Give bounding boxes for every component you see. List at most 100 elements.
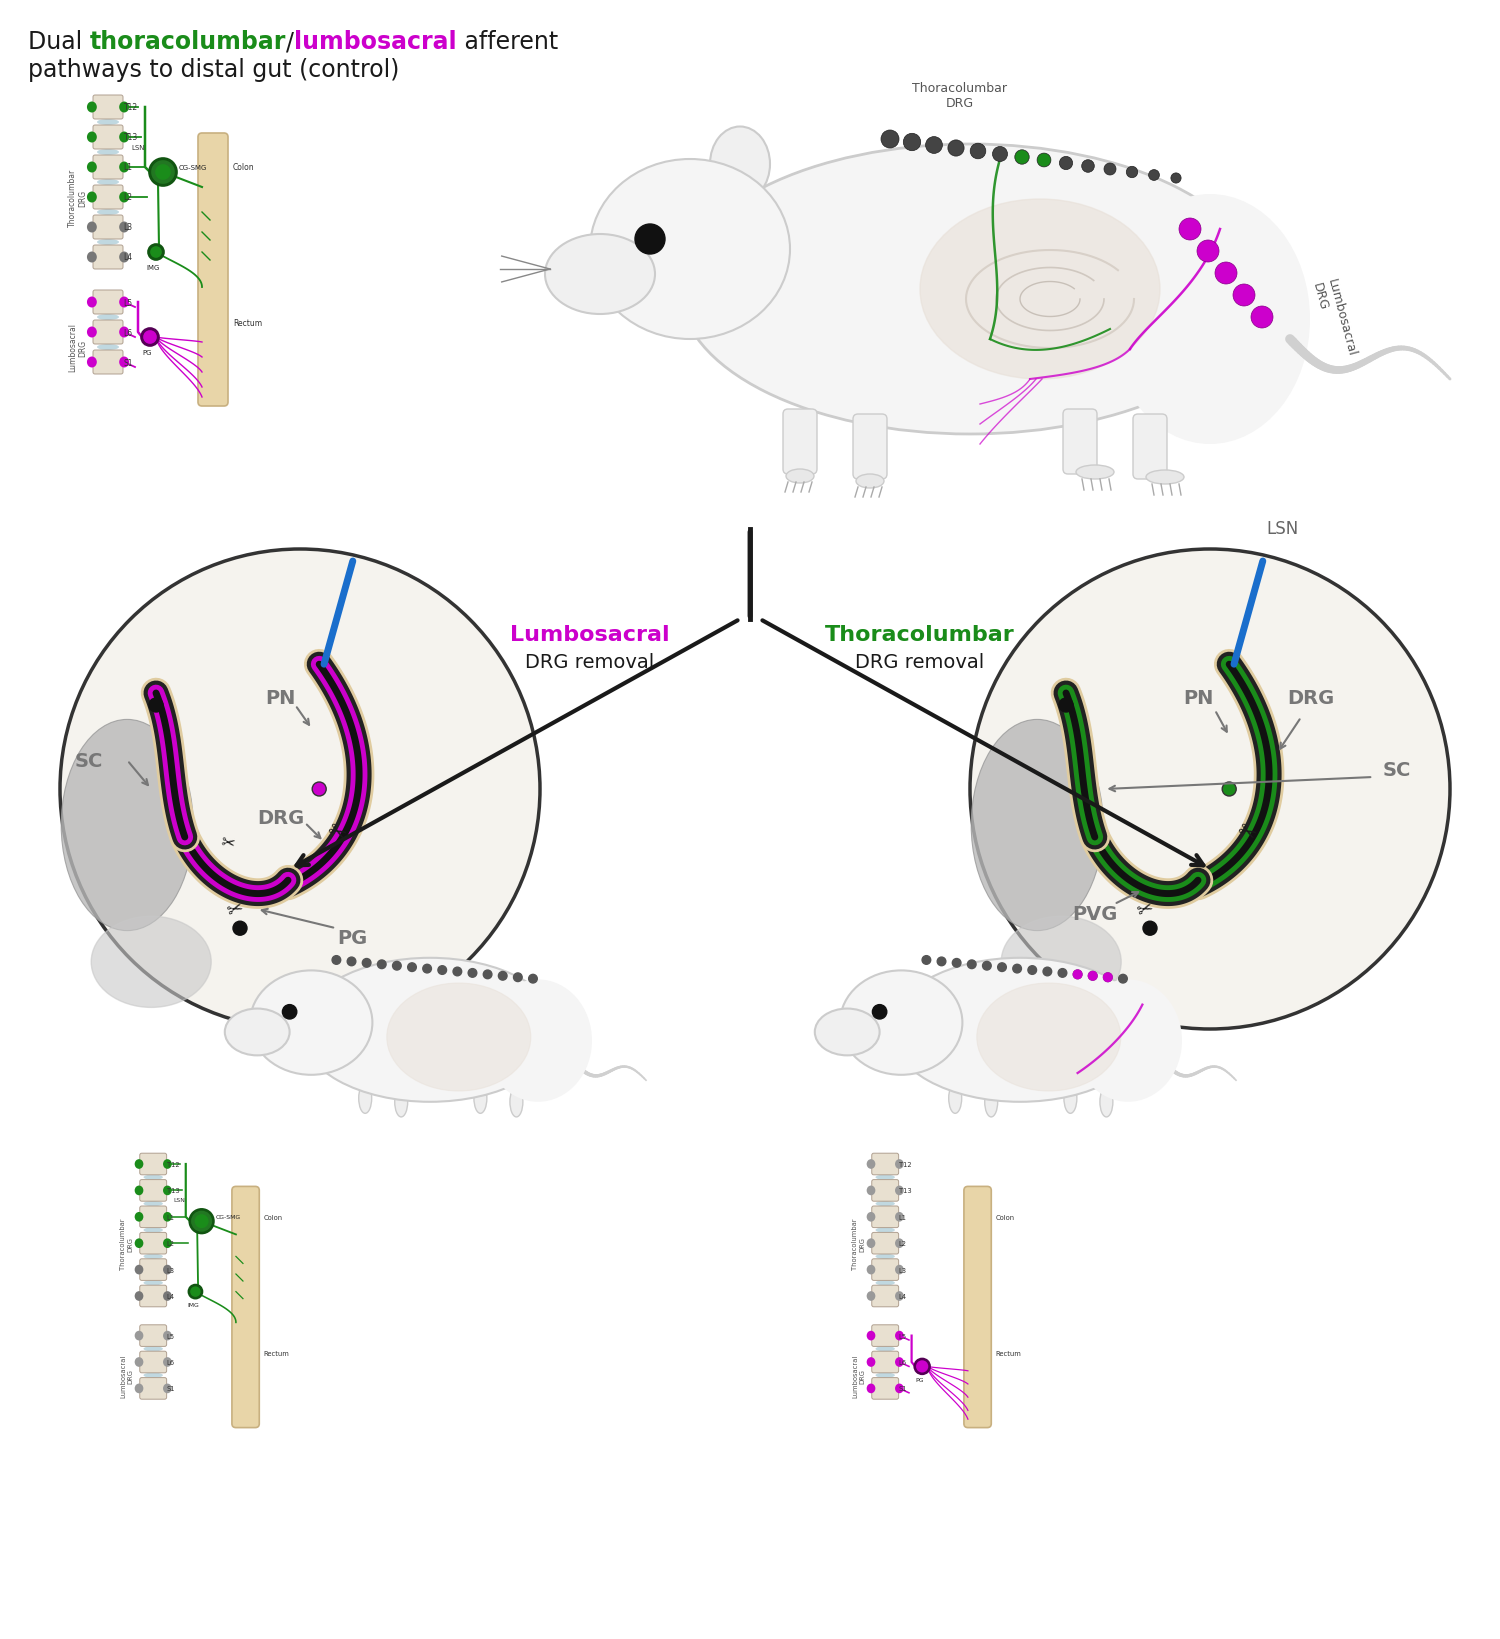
FancyBboxPatch shape xyxy=(871,1285,898,1306)
Text: DRG: DRG xyxy=(256,808,304,828)
Ellipse shape xyxy=(680,144,1260,434)
Circle shape xyxy=(378,960,386,969)
Ellipse shape xyxy=(856,475,883,488)
Ellipse shape xyxy=(815,1010,879,1056)
Text: PN: PN xyxy=(266,688,296,708)
Ellipse shape xyxy=(896,1187,903,1195)
Circle shape xyxy=(1089,972,1096,980)
Ellipse shape xyxy=(867,1331,876,1341)
FancyBboxPatch shape xyxy=(93,97,123,120)
Ellipse shape xyxy=(484,980,592,1101)
FancyBboxPatch shape xyxy=(140,1285,166,1306)
Ellipse shape xyxy=(87,162,98,174)
Text: L3: L3 xyxy=(166,1267,176,1274)
Ellipse shape xyxy=(164,1331,171,1341)
Text: pathways to distal gut (control): pathways to distal gut (control) xyxy=(28,57,399,82)
FancyBboxPatch shape xyxy=(140,1324,166,1347)
Ellipse shape xyxy=(87,252,98,264)
Circle shape xyxy=(192,1211,211,1231)
Circle shape xyxy=(1143,921,1156,936)
Ellipse shape xyxy=(867,1357,876,1367)
FancyBboxPatch shape xyxy=(1132,415,1167,480)
Text: ✂: ✂ xyxy=(225,898,246,921)
Ellipse shape xyxy=(876,1346,896,1352)
Ellipse shape xyxy=(135,1265,144,1275)
Circle shape xyxy=(141,329,159,347)
Ellipse shape xyxy=(164,1357,171,1367)
Circle shape xyxy=(1042,967,1052,977)
Circle shape xyxy=(1013,965,1022,974)
FancyBboxPatch shape xyxy=(871,1378,898,1400)
Ellipse shape xyxy=(590,161,790,339)
Text: PG: PG xyxy=(338,929,368,947)
Text: Lumbosacral
DRG: Lumbosacral DRG xyxy=(852,1354,865,1396)
Circle shape xyxy=(1126,167,1137,179)
FancyBboxPatch shape xyxy=(1064,410,1096,475)
Ellipse shape xyxy=(510,1087,524,1118)
Ellipse shape xyxy=(135,1383,144,1393)
Circle shape xyxy=(970,144,986,159)
Text: ✂: ✂ xyxy=(1233,820,1258,846)
Circle shape xyxy=(282,1005,297,1019)
FancyBboxPatch shape xyxy=(93,216,123,239)
FancyBboxPatch shape xyxy=(871,1233,898,1254)
Ellipse shape xyxy=(786,470,814,484)
Circle shape xyxy=(916,1362,927,1372)
FancyBboxPatch shape xyxy=(140,1233,166,1254)
Text: L5: L5 xyxy=(898,1333,908,1339)
Ellipse shape xyxy=(144,1254,164,1259)
Ellipse shape xyxy=(867,1383,876,1393)
Ellipse shape xyxy=(164,1265,171,1275)
Text: L2: L2 xyxy=(898,1241,908,1246)
Ellipse shape xyxy=(358,1083,372,1113)
FancyBboxPatch shape xyxy=(93,126,123,149)
Circle shape xyxy=(968,960,976,969)
Text: CG-SMG: CG-SMG xyxy=(178,166,207,170)
Text: L4: L4 xyxy=(123,254,132,262)
Circle shape xyxy=(189,1285,202,1298)
Text: Colon: Colon xyxy=(994,1214,1014,1219)
Circle shape xyxy=(60,549,540,1029)
Text: T13: T13 xyxy=(898,1188,912,1193)
Ellipse shape xyxy=(867,1187,876,1195)
Ellipse shape xyxy=(87,192,98,203)
Ellipse shape xyxy=(891,959,1149,1101)
Text: DRG removal: DRG removal xyxy=(855,652,984,672)
Circle shape xyxy=(1089,972,1096,980)
Circle shape xyxy=(1059,157,1072,170)
FancyBboxPatch shape xyxy=(93,321,123,344)
FancyBboxPatch shape xyxy=(871,1259,898,1280)
Text: L3: L3 xyxy=(898,1267,908,1274)
FancyBboxPatch shape xyxy=(871,1180,898,1201)
Text: L6: L6 xyxy=(166,1359,176,1365)
Text: CG-SMG: CG-SMG xyxy=(216,1214,242,1219)
Ellipse shape xyxy=(144,1201,164,1206)
Text: LSN: LSN xyxy=(174,1196,186,1201)
Circle shape xyxy=(1233,285,1256,306)
Ellipse shape xyxy=(164,1213,171,1223)
Text: L3: L3 xyxy=(123,223,132,233)
Ellipse shape xyxy=(896,1239,903,1249)
FancyBboxPatch shape xyxy=(93,351,123,375)
Text: Lumbosacral
DRG: Lumbosacral DRG xyxy=(120,1354,134,1396)
Ellipse shape xyxy=(118,133,129,144)
Ellipse shape xyxy=(164,1159,171,1169)
Ellipse shape xyxy=(896,1331,903,1341)
Ellipse shape xyxy=(87,102,98,113)
Text: Thoracolumbar
DRG: Thoracolumbar DRG xyxy=(120,1218,134,1269)
Ellipse shape xyxy=(948,1083,962,1113)
FancyBboxPatch shape xyxy=(140,1180,166,1201)
Circle shape xyxy=(1016,151,1029,166)
Ellipse shape xyxy=(118,297,129,308)
Ellipse shape xyxy=(144,1175,164,1180)
Text: T13: T13 xyxy=(166,1188,180,1193)
Circle shape xyxy=(152,247,160,257)
Ellipse shape xyxy=(87,357,98,369)
Circle shape xyxy=(1172,174,1180,184)
Circle shape xyxy=(513,974,522,982)
Ellipse shape xyxy=(984,1087,998,1118)
Text: DRG: DRG xyxy=(1287,688,1335,708)
Ellipse shape xyxy=(164,1292,171,1301)
Circle shape xyxy=(528,975,537,983)
Circle shape xyxy=(982,962,992,970)
